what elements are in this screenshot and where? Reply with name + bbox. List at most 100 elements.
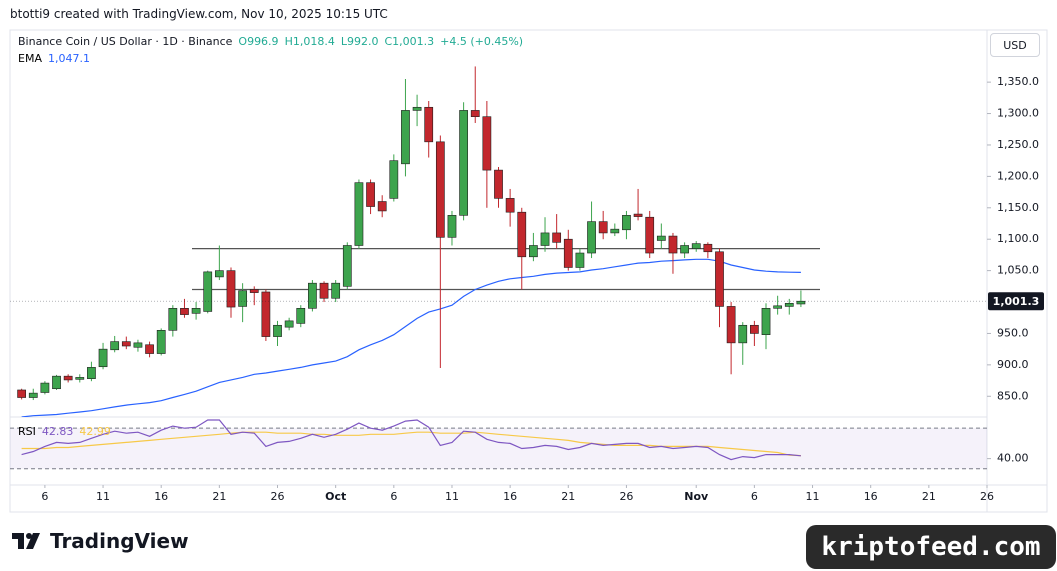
- rsi-legend: RSI 42.83 42.99: [18, 425, 111, 438]
- frame: [9, 29, 1048, 513]
- candle-body: [214, 270, 224, 278]
- candle-body: [191, 308, 201, 314]
- candle-body: [180, 308, 189, 315]
- price-tag: [988, 292, 1044, 311]
- candle-body: [17, 389, 27, 398]
- y-tick-label: 1,100.0: [997, 232, 1039, 245]
- candle-body: [40, 382, 50, 393]
- x-tick-label: 6: [41, 490, 48, 503]
- candle-body: [435, 141, 445, 238]
- ema-name: EMA: [18, 52, 42, 65]
- x-tick-label: 16: [503, 490, 517, 503]
- candle-body: [98, 348, 108, 368]
- watermark: kriptofeed.com: [806, 525, 1056, 569]
- candle-body: [715, 251, 724, 307]
- y-tick-label: 1,200.0: [997, 169, 1039, 182]
- candle-body: [145, 344, 154, 354]
- candle-body: [505, 198, 515, 213]
- ohlc-open: O996.9: [238, 35, 279, 48]
- candle-body: [633, 213, 643, 217]
- y-tick-label: 900.0: [997, 358, 1029, 371]
- candle-body: [459, 110, 468, 216]
- candle-body: [517, 211, 527, 258]
- candle-body: [656, 235, 666, 241]
- brand: TradingView: [12, 529, 189, 553]
- x-tick-label: 16: [864, 490, 878, 503]
- candle-body: [401, 110, 410, 165]
- candle-body: [52, 375, 61, 390]
- caption: btotti9 created with TradingView.com, No…: [10, 7, 388, 21]
- candle-body: [750, 324, 759, 334]
- x-tick-label: 26: [271, 490, 285, 503]
- candle-body: [691, 243, 701, 249]
- candle-body: [796, 300, 806, 305]
- y-tick-label: 1,050.0: [997, 264, 1039, 277]
- symbol-legend: Binance Coin / US Dollar · 1D · Binance …: [18, 35, 523, 48]
- candle-body: [110, 341, 120, 351]
- ohlc-close: C1,001.3: [384, 35, 435, 48]
- x-tick-label: 21: [922, 490, 936, 503]
- y-tick-label: 950.0: [997, 326, 1029, 339]
- candle-body: [75, 377, 85, 380]
- candle-body: [598, 221, 608, 234]
- x-tick-label: 6: [390, 490, 397, 503]
- candle-body: [703, 243, 713, 253]
- candle-body: [308, 282, 317, 309]
- candle-body: [726, 306, 736, 344]
- candle-body: [773, 305, 783, 309]
- candle-body: [424, 106, 434, 143]
- y-tick-label: 1,300.0: [997, 107, 1039, 120]
- x-tick-label: 6: [751, 490, 758, 503]
- candle-body: [738, 324, 748, 344]
- price-tag-label: 1,001.3: [993, 295, 1040, 308]
- candle-body: [668, 235, 678, 254]
- y-tick-label: 1,150.0: [997, 201, 1039, 214]
- y-tick-label: 1,250.0: [997, 138, 1039, 151]
- x-tick-label: 11: [96, 490, 110, 503]
- candle-body: [610, 228, 620, 234]
- candle-body: [28, 392, 38, 398]
- x-tick-label: Oct: [325, 490, 346, 503]
- ema-value: 1,047.1: [47, 52, 90, 65]
- candle-body: [168, 308, 178, 331]
- candle-body: [63, 375, 73, 381]
- currency-button[interactable]: USD: [990, 33, 1040, 57]
- candle-body: [482, 116, 492, 171]
- ohlc-high: H1,018.4: [284, 35, 335, 48]
- candle-body: [563, 238, 573, 268]
- candle-body: [622, 215, 631, 231]
- candle-body: [296, 308, 306, 324]
- candle-body: [273, 324, 282, 337]
- ohlc-change: +4.5 (+0.45%): [440, 35, 524, 48]
- brand-name: TradingView: [50, 529, 189, 553]
- rsi-tick-label: 40.00: [997, 452, 1029, 465]
- candle-body: [784, 302, 794, 307]
- candle-body: [412, 106, 422, 111]
- x-tick-label: 21: [212, 490, 226, 503]
- symbol-title: Binance Coin / US Dollar · 1D · Binance: [18, 35, 233, 48]
- candle-body: [342, 245, 352, 287]
- candle-body: [249, 289, 259, 293]
- candle-body: [366, 182, 375, 207]
- candle-body: [680, 245, 689, 254]
- candle-body: [447, 215, 457, 238]
- y-tick-label: 1,350.0: [997, 75, 1039, 88]
- candle-body: [121, 341, 131, 347]
- ohlc-low: L992.0: [340, 35, 379, 48]
- candle-body: [494, 169, 503, 199]
- candle-body: [203, 271, 213, 312]
- candle-body: [645, 216, 655, 254]
- rsi-ma-value: 42.99: [79, 425, 111, 438]
- rsi-band: [10, 428, 987, 469]
- candle-body: [354, 182, 364, 246]
- y-tick-label: 850.0: [997, 389, 1029, 402]
- candle-body: [529, 245, 538, 258]
- candle-body: [238, 290, 247, 307]
- x-tick-label: 26: [980, 490, 994, 503]
- candle-body: [331, 282, 341, 299]
- candle-body: [261, 291, 271, 337]
- rsi-line: [21, 419, 801, 461]
- candle-body: [389, 160, 399, 199]
